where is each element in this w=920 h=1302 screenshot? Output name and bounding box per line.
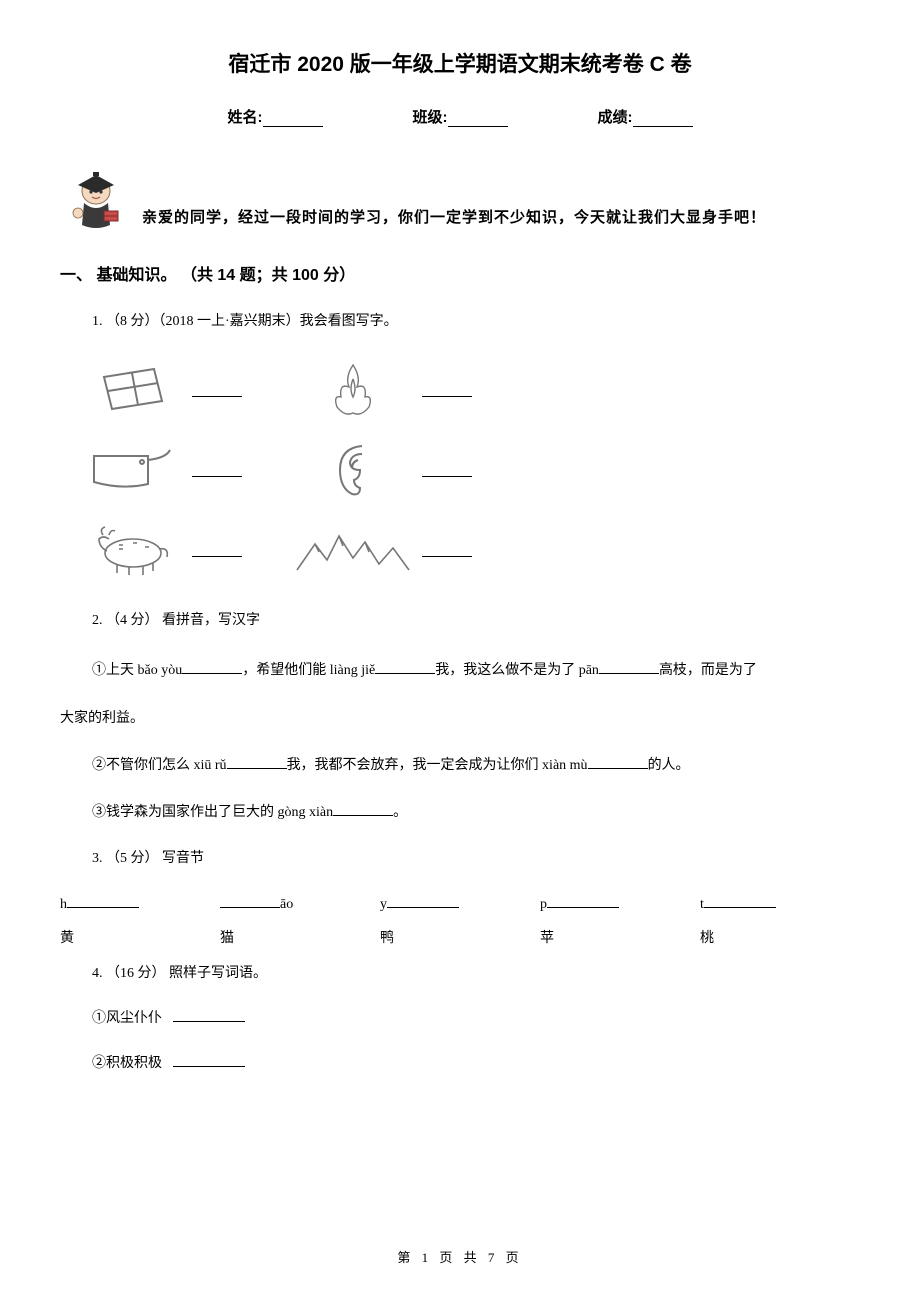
q1-img-fire-icon	[288, 359, 418, 421]
q2-blank-4[interactable]	[227, 755, 287, 769]
q2-line1-cont: 大家的利益。	[60, 704, 860, 733]
q3-r1c1: h	[60, 897, 67, 913]
q2-blank-2[interactable]	[375, 660, 435, 674]
q3-row2: 黄 猫 鸭 苹 桃	[60, 927, 860, 947]
header-fields: 姓名: 班级: 成绩:	[60, 106, 860, 127]
name-blank[interactable]	[263, 111, 323, 127]
question-1: 1. （8 分）（2018 一上·嘉兴期末）我会看图写字。	[60, 309, 860, 586]
q4-head: 4. （16 分） 照样子写词语。	[92, 961, 860, 988]
q3-head: 3. （5 分） 写音节	[92, 846, 860, 873]
intro-text: 亲爱的同学，经过一段时间的学习，你们一定学到不少知识，今天就让我们大显身手吧！	[142, 206, 766, 235]
q2-line2: ②不管你们怎么 xiū rǔ 我，我都不会放弃，我一定会成为让你们 xiàn mù…	[60, 751, 860, 780]
q2-l1c: 我，我这么做不是为了 pān	[435, 663, 599, 678]
q4-blank-2[interactable]	[173, 1053, 245, 1067]
q3-blank-r1c4[interactable]	[547, 894, 619, 908]
question-4: 4. （16 分） 照样子写词语。 ①风尘仆仆 ②积极积极	[60, 961, 860, 1077]
q3-r2c2: 猫	[220, 927, 234, 947]
q3-r1c4: p	[540, 897, 547, 913]
score-blank[interactable]	[633, 111, 693, 127]
class-label: 班级:	[413, 109, 448, 126]
q3-blank-r1c1[interactable]	[67, 894, 139, 908]
q2-line1: ①上天 bǎo yòu ，希望他们能 liàng jiě 我，我这么做不是为了 pā…	[60, 656, 860, 685]
q1-img-knife-icon	[78, 442, 188, 498]
section-title: 基础知识。	[96, 267, 176, 284]
q1-img-ox-icon	[78, 521, 188, 579]
q2-l2c: 的人。	[648, 758, 690, 773]
q3-r2c3: 鸭	[380, 927, 394, 947]
q3-r2c4: 苹	[540, 927, 554, 947]
q3-blank-r1c5[interactable]	[704, 894, 776, 908]
q1-blank-4[interactable]	[422, 463, 472, 477]
scholar-cartoon-icon	[60, 163, 132, 235]
page-footer: 第 1 页 共 7 页	[0, 1247, 920, 1266]
question-2: 2. （4 分） 看拼音，写汉字	[60, 608, 860, 635]
q2-l2b: 我，我都不会放弃，我一定会成为让你们 xiàn mù	[287, 758, 588, 773]
q3-r1c2: āo	[280, 897, 293, 913]
q3-r1c3: y	[380, 897, 387, 913]
q4-i2-label: ②积极积极	[92, 1056, 162, 1071]
q2-blank-6[interactable]	[333, 802, 393, 816]
q4-i1-label: ①风尘仆仆	[92, 1011, 162, 1026]
q1-head: 1. （8 分）（2018 一上·嘉兴期末）我会看图写字。	[92, 309, 860, 336]
q2-blank-5[interactable]	[588, 755, 648, 769]
exam-title: 宿迁市 2020 版一年级上学期语文期末统考卷 C 卷	[60, 48, 860, 78]
class-field: 班级:	[413, 106, 508, 127]
q2-l1d: 高枝，而是为了	[659, 663, 757, 678]
name-field: 姓名:	[228, 106, 323, 127]
q3-r2c1: 黄	[60, 927, 74, 947]
q1-img-window-icon	[78, 363, 188, 417]
q3-blank-r1c3[interactable]	[387, 894, 459, 908]
question-3: 3. （5 分） 写音节	[60, 846, 860, 873]
q4-item2: ②积极积极	[92, 1051, 860, 1078]
q2-l1a: ①上天 bǎo yòu	[92, 663, 182, 678]
q2-blank-1[interactable]	[182, 660, 242, 674]
intro-row: 亲爱的同学，经过一段时间的学习，你们一定学到不少知识，今天就让我们大显身手吧！	[60, 163, 860, 235]
section-header: 一、 基础知识。 （共 14 题；共 100 分）	[60, 261, 860, 285]
q2-l2a: ②不管你们怎么 xiū rǔ	[92, 758, 227, 773]
q4-blank-1[interactable]	[173, 1008, 245, 1022]
q2-blank-3[interactable]	[599, 660, 659, 674]
section-meta: （共 14 题；共 100 分）	[181, 267, 355, 284]
q1-blank-5[interactable]	[192, 543, 242, 557]
class-blank[interactable]	[448, 111, 508, 127]
score-field: 成绩:	[598, 106, 693, 127]
q3-table: h āo y p t 黄 猫 鸭 苹 桃	[60, 894, 860, 947]
q1-img-mountain-icon	[288, 524, 418, 576]
q2-l1b: ，希望他们能 liàng jiě	[242, 663, 375, 678]
name-label: 姓名:	[228, 109, 263, 126]
q2-head: 2. （4 分） 看拼音，写汉字	[92, 608, 860, 635]
q1-img-ear-icon	[288, 440, 418, 500]
q3-r2c5: 桃	[700, 927, 714, 947]
q1-blank-6[interactable]	[422, 543, 472, 557]
q1-blank-3[interactable]	[192, 463, 242, 477]
q2-line3: ③钱学森为国家作出了巨大的 gòng xiàn 。	[60, 798, 860, 827]
score-label: 成绩:	[598, 109, 633, 126]
q1-blank-2[interactable]	[422, 383, 472, 397]
q1-image-grid	[78, 354, 860, 586]
q1-blank-1[interactable]	[192, 383, 242, 397]
q2-l1e: 大家的利益。	[60, 711, 144, 726]
q2-l3b: 。	[393, 805, 407, 820]
q4-item1: ①风尘仆仆	[92, 1006, 860, 1033]
q3-row1: h āo y p t	[60, 894, 860, 913]
q2-l3a: ③钱学森为国家作出了巨大的 gòng xiàn	[92, 805, 333, 820]
q3-blank-r1c2[interactable]	[220, 894, 280, 908]
section-number: 一、	[60, 267, 92, 284]
